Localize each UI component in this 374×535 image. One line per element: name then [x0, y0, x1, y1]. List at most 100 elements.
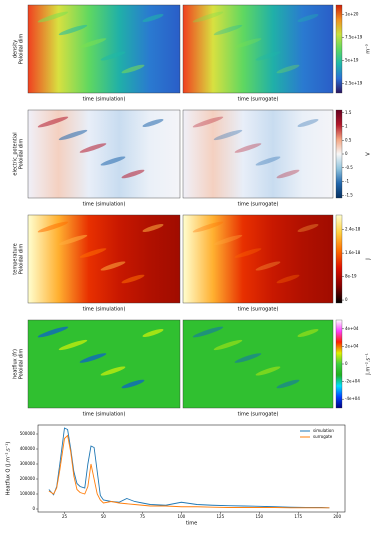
heatmap-feature	[121, 274, 145, 284]
heatmap-feature	[79, 143, 107, 153]
heatmap-panel	[182, 4, 334, 94]
heatmap-feature	[37, 326, 69, 338]
x-tick-label: 200	[333, 514, 341, 519]
y-axis-label: density	[13, 40, 19, 58]
y-axis-label: heatflux (fr)	[13, 349, 19, 379]
heatmap-feature	[142, 14, 164, 22]
colorbar-tick-label: 1.5	[345, 110, 352, 115]
x-tick-label: 150	[255, 514, 263, 519]
line-series	[48, 434, 330, 509]
line-series	[48, 427, 330, 509]
x-tick-label: 25	[62, 514, 68, 519]
colorbar	[335, 4, 343, 94]
heatmap-feature	[234, 248, 262, 258]
y-tick-label: 0	[32, 506, 35, 511]
x-axis-label: time (simulation)	[83, 307, 126, 313]
y-axis-label: electric_potential	[13, 132, 19, 175]
colorbar	[335, 319, 343, 409]
colorbar	[335, 214, 343, 304]
heatmap-feature	[276, 64, 300, 74]
colorbar-tick-label: 0	[345, 361, 348, 366]
heatmap-feature	[276, 379, 300, 389]
x-tick-label: 50	[101, 514, 107, 519]
heatmap-feature	[255, 366, 281, 376]
heatmap-feature	[58, 24, 88, 36]
legend-label: simulation	[313, 428, 334, 433]
colorbar-tick-label: -0.5	[345, 165, 353, 170]
x-tick-label: 75	[140, 514, 146, 519]
x-tick-label: 100	[178, 514, 186, 519]
x-axis-label: time	[186, 521, 197, 527]
x-tick-label: 175	[294, 514, 302, 519]
heatmap-feature	[276, 169, 300, 179]
colorbar-label: m⁻³	[366, 44, 372, 54]
heatmap-feature	[100, 51, 126, 61]
colorbar-tick-label: 0.5	[345, 137, 352, 142]
colorbar-tick-label: 1	[345, 124, 348, 129]
heatmap-feature	[255, 156, 281, 166]
heatmap-feature	[297, 14, 319, 22]
heatmap-feature	[234, 143, 262, 153]
heatmap-feature	[79, 248, 107, 258]
colorbar-tick-label: -1	[345, 179, 349, 184]
heatmap-feature	[234, 38, 262, 48]
colorbar-tick-label: 1.6e-18	[345, 250, 361, 255]
colorbar-tick-label: 5e+19	[345, 58, 359, 63]
colorbar-tick-label: 4e+04	[345, 326, 359, 331]
y-tick-label: 200000	[20, 476, 36, 481]
y-axis-label: Poloidal dim	[19, 349, 25, 380]
heatmap-feature	[213, 129, 243, 141]
heatmap-feature	[142, 119, 164, 127]
y-tick-label: 500000	[20, 431, 36, 436]
heatmap-feature	[100, 366, 126, 376]
x-tick-label: 125	[217, 514, 225, 519]
heatmap-feature	[255, 261, 281, 271]
colorbar-tick-label: 7.5e+19	[345, 34, 363, 39]
heatmap-feature	[255, 51, 281, 61]
colorbar-tick-label: 0	[345, 297, 348, 302]
heatmap-feature	[37, 221, 69, 233]
heatmap-feature	[192, 116, 224, 128]
x-axis-label: time (simulation)	[83, 202, 126, 208]
y-axis-label: Poloidal dim	[19, 34, 25, 65]
colorbar	[335, 109, 343, 199]
plot-area	[37, 424, 346, 513]
y-axis-label: Poloidal dim	[19, 244, 25, 275]
x-axis-label: time (simulation)	[83, 97, 126, 103]
y-tick-label: 300000	[20, 461, 36, 466]
heatmap-feature	[79, 38, 107, 48]
y-tick-label: 400000	[20, 446, 36, 451]
heatmap-feature	[79, 353, 107, 363]
heatmap-feature	[142, 329, 164, 337]
heatmap-feature	[297, 119, 319, 127]
heatmap-feature	[234, 353, 262, 363]
x-axis-label: time (surrogate)	[238, 202, 279, 208]
x-axis-label: time (surrogate)	[238, 412, 279, 418]
heatmap-feature	[37, 11, 69, 23]
heatmap-feature	[121, 169, 145, 179]
legend-label: surrogate	[313, 434, 333, 439]
heatmap-feature	[58, 129, 88, 141]
colorbar-tick-label: 2.4e-18	[345, 227, 361, 232]
heatmap-feature	[213, 339, 243, 351]
x-axis-label: time (surrogate)	[238, 97, 279, 103]
y-axis-label: Poloidal dim	[19, 139, 25, 170]
heatmap-panel	[182, 109, 334, 199]
colorbar-tick-label: 8e-19	[345, 274, 357, 279]
heatmap-feature	[121, 379, 145, 389]
heatmap-feature	[142, 224, 164, 232]
heatmap-panel	[182, 214, 334, 304]
heatmap-feature	[213, 24, 243, 36]
x-axis-label: time (simulation)	[83, 412, 126, 418]
heatmap-feature	[100, 156, 126, 166]
heatmap-feature	[192, 221, 224, 233]
heatmap-feature	[100, 261, 126, 271]
heatmap-feature	[37, 116, 69, 128]
heatmap-feature	[58, 339, 88, 351]
heatmap-feature	[58, 234, 88, 246]
colorbar-tick-label: 2.5e+19	[345, 81, 363, 86]
heatmap-feature	[192, 11, 224, 23]
heatmap-feature	[213, 234, 243, 246]
